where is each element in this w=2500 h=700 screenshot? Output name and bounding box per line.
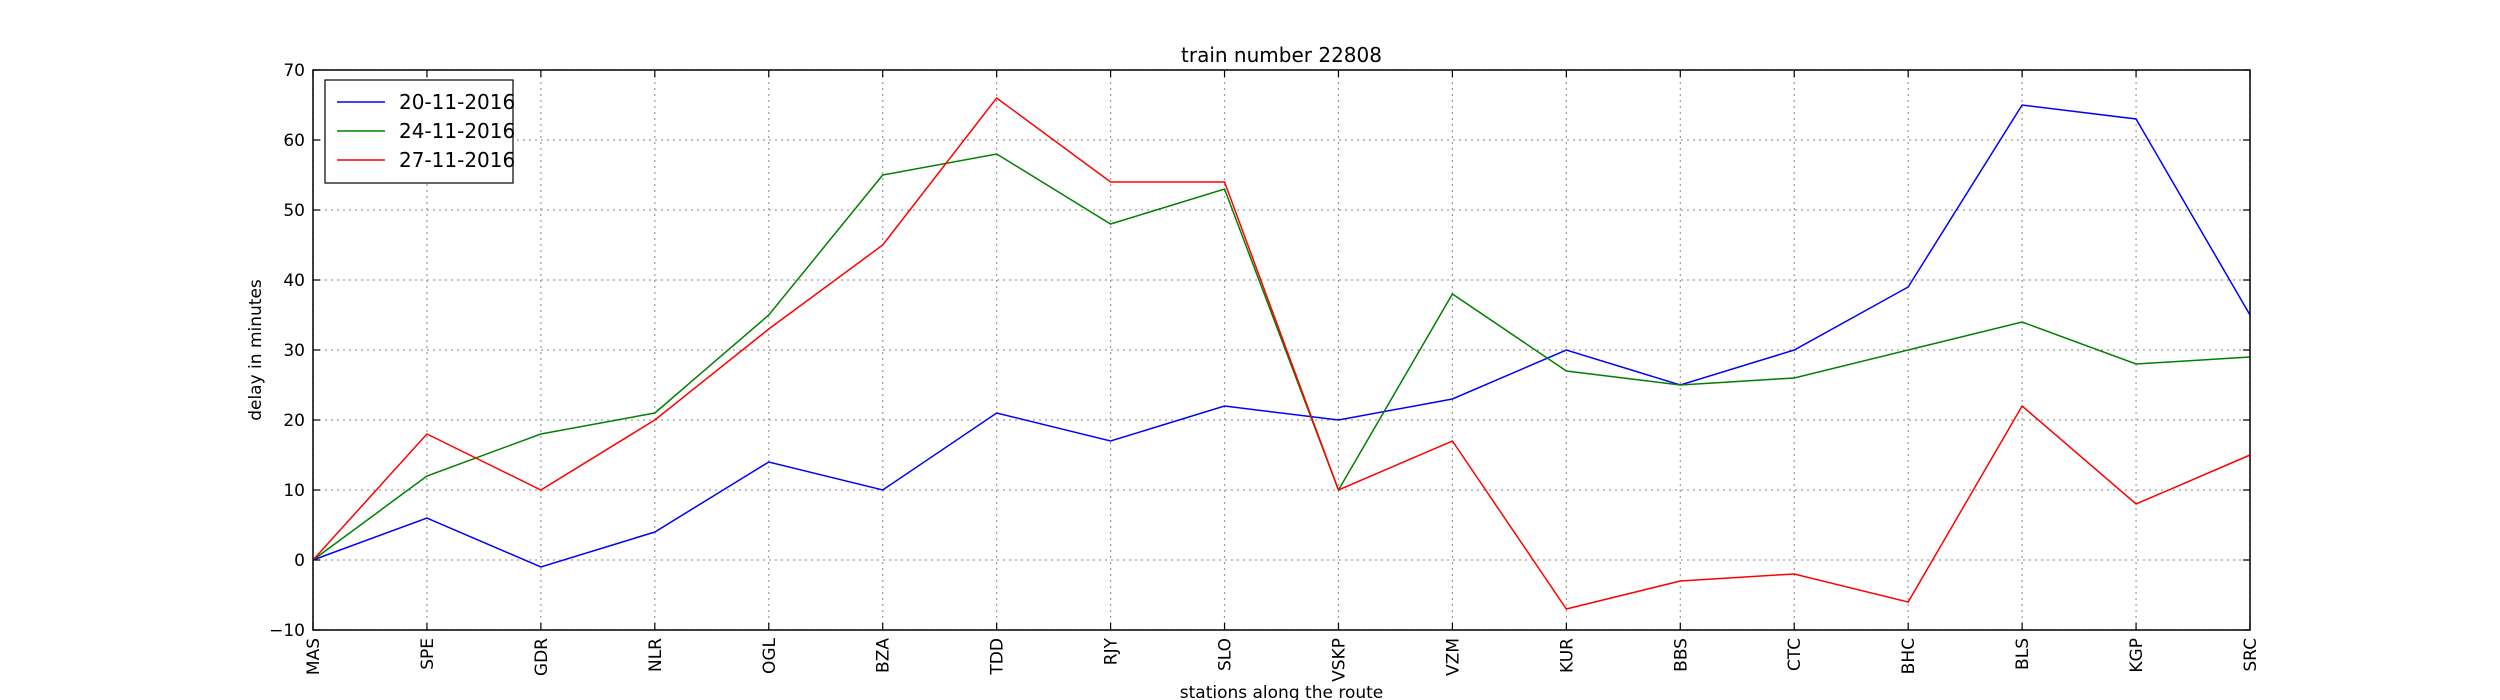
y-tick-label: 40	[283, 271, 305, 291]
x-tick-label: BBS	[1671, 638, 1691, 672]
x-tick-label: GDR	[532, 638, 552, 676]
x-tick-label: OGL	[760, 637, 780, 674]
y-axis-label: delay in minutes	[246, 279, 266, 421]
legend: 20-11-2016 24-11-2016 27-11-2016	[324, 79, 515, 184]
axis-ticks: MAS SPE GDR NLR OGL BZA TDD RJY SLO VSKP VZM KUR BBS…	[269, 61, 2261, 682]
plot-frame	[312, 69, 2251, 631]
series-line-27-11-2016	[312, 96, 2251, 610]
y-tick-label: 50	[283, 201, 305, 221]
x-tick-label: SRC	[2241, 638, 2261, 672]
chart-title: train number 22808	[1181, 43, 1382, 67]
x-tick-label: SLO	[1216, 638, 1236, 671]
series-lines	[312, 96, 2251, 610]
y-tick-label: 30	[283, 341, 305, 361]
legend-label: 24-11-2016	[399, 119, 515, 143]
x-tick-label: NLR	[646, 638, 666, 672]
x-tick-label: BLS	[2013, 638, 2033, 670]
x-tick-label: MAS	[304, 638, 324, 675]
legend-label: 27-11-2016	[399, 148, 515, 172]
y-tick-label: 20	[283, 411, 305, 431]
series-line-20-11-2016	[312, 104, 2251, 568]
y-tick-label: 10	[283, 481, 305, 501]
x-axis-label: stations along the route	[1180, 683, 1384, 700]
y-tick-label: 70	[283, 61, 305, 81]
x-tick-label: TDD	[988, 638, 1008, 676]
series-line-24-11-2016	[312, 153, 2251, 561]
x-tick-label: RJY	[1102, 637, 1122, 665]
x-tick-label: KGP	[2127, 638, 2147, 673]
y-tick-label: 60	[283, 131, 305, 151]
y-tick-label: −10	[269, 621, 305, 641]
x-tick-label: CTC	[1785, 638, 1805, 671]
x-tick-label: VSKP	[1329, 638, 1349, 682]
x-tick-label: KUR	[1557, 638, 1577, 673]
y-tick-label: 0	[294, 551, 305, 571]
x-tick-label: BZA	[874, 638, 894, 673]
x-tick-label: VZM	[1443, 638, 1463, 676]
x-tick-label: SPE	[418, 638, 438, 670]
grid	[312, 69, 2251, 631]
x-tick-label: BHC	[1899, 638, 1919, 674]
legend-label: 20-11-2016	[399, 90, 515, 114]
